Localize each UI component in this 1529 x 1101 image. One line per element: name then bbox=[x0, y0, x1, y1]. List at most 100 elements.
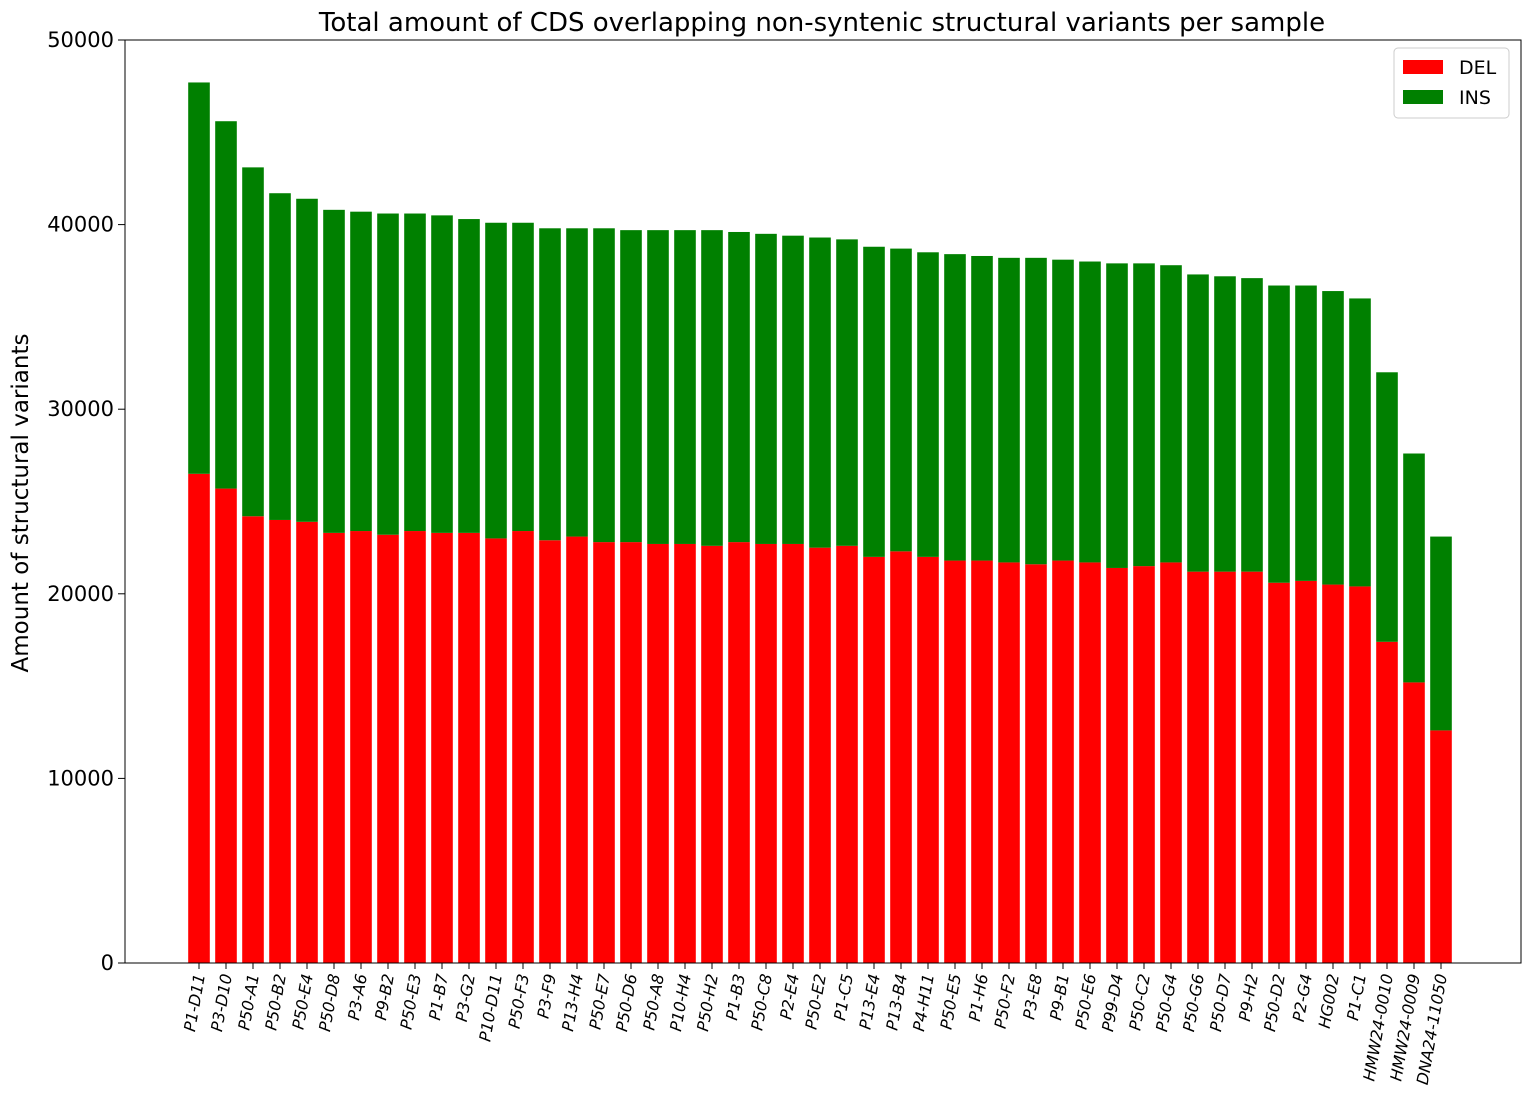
bar-del-P50-G6 bbox=[1187, 571, 1209, 963]
bar-del-P3-A6 bbox=[350, 531, 372, 963]
y-axis-label: Amount of structural variants bbox=[8, 334, 34, 673]
x-tick-label: P1-H6 bbox=[965, 972, 992, 1022]
bar-ins-P3-D10 bbox=[215, 121, 237, 489]
bar-del-P50-E6 bbox=[1079, 562, 1101, 963]
y-tick-label: 40000 bbox=[47, 213, 114, 237]
bars-group bbox=[188, 82, 1452, 963]
x-tick-label: P3-A6 bbox=[344, 972, 371, 1021]
bar-del-P50-E3 bbox=[404, 531, 426, 963]
x-tick-label: P50-D6 bbox=[612, 972, 641, 1033]
bar-del-P50-C8 bbox=[755, 543, 777, 963]
bar-del-P50-A8 bbox=[647, 543, 669, 963]
legend-label-ins: INS bbox=[1459, 87, 1491, 109]
bar-ins-P10-D11 bbox=[485, 222, 507, 539]
bar-del-P50-D8 bbox=[323, 532, 345, 963]
bar-del-P50-C2 bbox=[1133, 566, 1155, 963]
bar-ins-P13-H4 bbox=[566, 228, 588, 537]
bar-del-P3-G2 bbox=[458, 532, 480, 963]
y-tick-label: 10000 bbox=[47, 766, 114, 790]
bar-del-P50-G4 bbox=[1160, 562, 1182, 963]
bar-ins-P50-C2 bbox=[1133, 263, 1155, 567]
x-tick-label: P9-B2 bbox=[371, 972, 398, 1021]
x-tick-label: P2-E4 bbox=[776, 972, 803, 1020]
x-tick-label: P50-A8 bbox=[639, 972, 668, 1031]
bar-ins-P3-G2 bbox=[458, 219, 480, 533]
y-tick-label: 30000 bbox=[47, 397, 114, 421]
bar-ins-P1-C5 bbox=[836, 239, 858, 546]
bar-del-P9-B1 bbox=[1052, 560, 1074, 963]
bar-ins-P50-E7 bbox=[593, 228, 615, 543]
x-tick-label: P10-D11 bbox=[475, 972, 506, 1043]
bar-del-P13-B4 bbox=[890, 551, 912, 963]
bar-del-P2-G4 bbox=[1295, 580, 1317, 963]
bar-del-P4-H11 bbox=[917, 556, 939, 963]
bar-del-P50-B2 bbox=[269, 519, 291, 963]
bar-ins-P13-E4 bbox=[863, 246, 885, 557]
bar-del-P50-A1 bbox=[242, 516, 264, 963]
bar-del-P50-E7 bbox=[593, 542, 615, 963]
x-tick-label: P50-H2 bbox=[693, 972, 722, 1032]
bar-del-P50-E4 bbox=[296, 521, 318, 963]
bar-ins-P3-A6 bbox=[350, 211, 372, 532]
bar-ins-P50-D7 bbox=[1214, 276, 1236, 572]
bar-ins-P50-A8 bbox=[647, 230, 669, 544]
x-tick-label: P3-G2 bbox=[452, 972, 479, 1023]
bar-del-HG002 bbox=[1322, 584, 1344, 963]
bar-ins-HMW24-0009 bbox=[1403, 453, 1425, 683]
bar-ins-P50-E3 bbox=[404, 213, 426, 532]
bar-del-P1-B3 bbox=[728, 542, 750, 963]
x-tick-label: P50-C2 bbox=[1125, 972, 1154, 1032]
x-tick-label: P4-H11 bbox=[909, 972, 938, 1032]
x-tick-label: P50-E3 bbox=[396, 972, 424, 1031]
x-tick-label: P50-E2 bbox=[801, 972, 829, 1031]
x-tick-label: P50-C8 bbox=[747, 972, 776, 1032]
bar-del-P50-E2 bbox=[809, 547, 831, 963]
bar-del-P50-F2 bbox=[998, 562, 1020, 963]
plot-frame bbox=[124, 39, 1522, 964]
x-tick-label: P99-D4 bbox=[1098, 972, 1127, 1033]
bar-ins-HMW24-0010 bbox=[1376, 372, 1398, 642]
x-tick-label: P13-B4 bbox=[882, 972, 911, 1031]
bar-ins-P1-H6 bbox=[971, 255, 993, 561]
chart-title: Total amount of CDS overlapping non-synt… bbox=[318, 8, 1325, 38]
x-tick-label: P9-B1 bbox=[1046, 972, 1073, 1021]
x-tick-label: P1-B7 bbox=[425, 972, 452, 1022]
bar-ins-P1-B3 bbox=[728, 231, 750, 543]
bar-ins-P10-H4 bbox=[674, 230, 696, 544]
bar-del-P3-F9 bbox=[539, 540, 561, 963]
bar-ins-P50-F3 bbox=[512, 222, 534, 532]
x-tick-label: P50-D2 bbox=[1260, 972, 1289, 1033]
x-tick-label: P50-G4 bbox=[1152, 972, 1181, 1033]
bar-del-P50-D7 bbox=[1214, 571, 1236, 963]
bar-del-P50-F3 bbox=[512, 531, 534, 963]
bar-del-P10-D11 bbox=[485, 538, 507, 963]
bar-del-P50-E5 bbox=[944, 560, 966, 963]
x-tick-label: P50-F3 bbox=[505, 972, 533, 1030]
bar-ins-P3-F9 bbox=[539, 228, 561, 541]
x-tick-label: P3-F9 bbox=[533, 972, 560, 1020]
x-tick-label: P50-E6 bbox=[1071, 972, 1099, 1031]
y-axis-ticks: 0 10000 20000 30000 40000 50000 bbox=[47, 28, 125, 975]
x-tick-label: P9-H2 bbox=[1235, 972, 1262, 1022]
bar-del-P10-H4 bbox=[674, 543, 696, 963]
bar-ins-P9-B1 bbox=[1052, 259, 1074, 561]
bar-ins-P50-E2 bbox=[809, 237, 831, 548]
legend: DEL INS bbox=[1393, 47, 1510, 119]
x-tick-label: P1-C1 bbox=[1343, 972, 1370, 1022]
bar-del-P50-H2 bbox=[701, 545, 723, 963]
bar-del-HMW24-0009 bbox=[1403, 682, 1425, 963]
x-tick-label: P50-D7 bbox=[1206, 972, 1235, 1034]
bar-ins-DNA24-11050 bbox=[1430, 536, 1452, 731]
bar-ins-P50-G6 bbox=[1187, 274, 1209, 572]
x-tick-label: P50-A1 bbox=[234, 972, 263, 1031]
x-tick-label: P50-E5 bbox=[936, 972, 964, 1031]
bar-del-P9-H2 bbox=[1241, 571, 1263, 963]
bar-del-P3-E8 bbox=[1025, 564, 1047, 963]
x-tick-label: P50-G6 bbox=[1179, 972, 1208, 1033]
bar-ins-P50-C8 bbox=[755, 233, 777, 544]
bar-ins-P1-C1 bbox=[1349, 298, 1371, 587]
bar-del-P2-E4 bbox=[782, 543, 804, 963]
x-tick-label: P10-H4 bbox=[666, 972, 695, 1032]
bar-ins-P50-E6 bbox=[1079, 261, 1101, 563]
x-tick-label: P1-D11 bbox=[180, 972, 209, 1033]
